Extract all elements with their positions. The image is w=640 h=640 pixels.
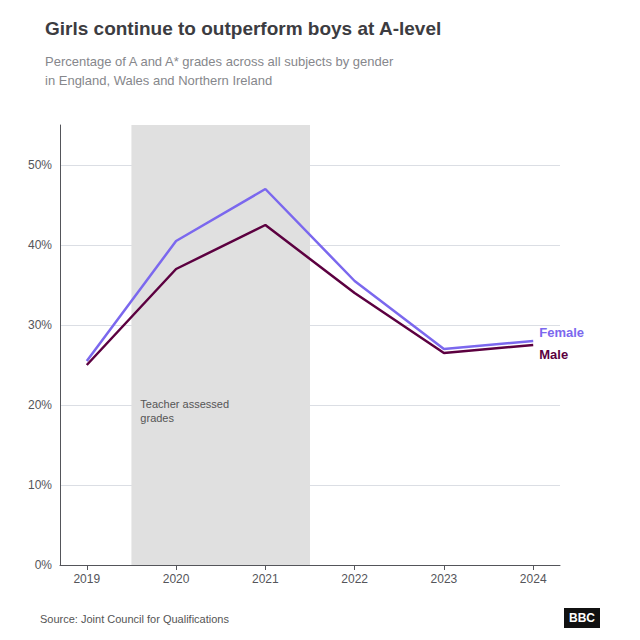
svg-text:Male: Male (539, 347, 568, 362)
svg-text:2024: 2024 (520, 572, 547, 586)
svg-text:2021: 2021 (252, 572, 279, 586)
svg-text:50%: 50% (28, 158, 52, 172)
svg-text:2023: 2023 (431, 572, 458, 586)
svg-text:0%: 0% (35, 558, 53, 572)
svg-text:Percentage of A and A* grades: Percentage of A and A* grades across all… (45, 54, 394, 69)
svg-text:30%: 30% (28, 318, 52, 332)
svg-text:Girls continue to outperform b: Girls continue to outperform boys at A-l… (45, 18, 441, 39)
svg-text:40%: 40% (28, 238, 52, 252)
svg-text:Teacher assessed: Teacher assessed (140, 398, 229, 410)
svg-text:2020: 2020 (163, 572, 190, 586)
svg-text:2019: 2019 (73, 572, 100, 586)
svg-text:Source: Joint Council for Qual: Source: Joint Council for Qualifications (40, 613, 229, 625)
svg-text:grades: grades (140, 412, 174, 424)
svg-text:10%: 10% (28, 478, 52, 492)
svg-text:BBC: BBC (569, 611, 595, 625)
svg-text:20%: 20% (28, 398, 52, 412)
svg-text:in England, Wales and Northern: in England, Wales and Northern Ireland (45, 73, 272, 88)
svg-text:2022: 2022 (341, 572, 368, 586)
svg-text:Female: Female (539, 325, 584, 340)
